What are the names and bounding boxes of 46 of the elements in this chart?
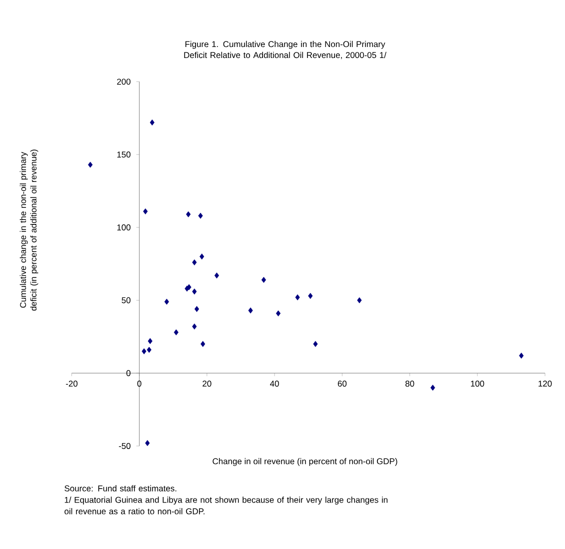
- point: [145, 440, 150, 446]
- point: [261, 276, 266, 283]
- source-note: Source: Fund staff estimates.: [64, 485, 176, 492]
- point: [194, 306, 200, 312]
- x-axis-title: Change in oil revenue (in percent of non-oil GDP): [212, 458, 398, 466]
- point: [164, 298, 170, 305]
- x-tick-label: 100: [470, 380, 484, 387]
- point: [146, 346, 152, 353]
- point: [519, 352, 524, 359]
- y-tick-label: 150: [117, 152, 130, 158]
- text: 1/ Equatorial Guinea and Libya are not shown because of their very large changes in oil revenue as a ratio to non-oil GDP.: [64, 496, 388, 514]
- point: [88, 162, 93, 168]
- point: [214, 272, 220, 278]
- x-tick-label: -20: [66, 380, 78, 387]
- point: [150, 119, 154, 126]
- point: [198, 212, 203, 219]
- point: [308, 292, 313, 299]
- point: [192, 259, 197, 266]
- point: [430, 384, 436, 391]
- chart-title: Figure 1. Cumulative Change in the Non-Oil Primary Deficit Relative to Additional Oil Revenue, 2000-05 1/: [184, 40, 386, 60]
- point: [143, 208, 148, 214]
- point: [248, 307, 253, 314]
- point: [295, 294, 300, 300]
- x-tick-label: 0: [137, 380, 142, 387]
- point: [192, 288, 197, 295]
- x-tick-label: 20: [202, 380, 212, 387]
- y-tick-label: 100: [117, 224, 130, 230]
- y-axis-title: Cumulative change in the non-oil primary deficit (in percent of additional oil revenue): [20, 150, 38, 311]
- point: [313, 340, 318, 347]
- x-tick-label: 120: [538, 380, 552, 387]
- y-tick-label: 50: [122, 297, 130, 304]
- point: [192, 323, 197, 330]
- point: [357, 297, 362, 304]
- point: [186, 211, 191, 218]
- y-tick-label: 200: [117, 78, 130, 85]
- point: [142, 348, 146, 354]
- y-tick-label: 0: [126, 370, 130, 376]
- x-tick-label: 60: [338, 380, 347, 387]
- point: [200, 340, 206, 347]
- point: [174, 329, 178, 336]
- y-tick-label: -50: [118, 442, 130, 449]
- point: [200, 254, 204, 260]
- x-tick-label: 40: [270, 380, 279, 387]
- point: [148, 338, 152, 344]
- point: [276, 310, 281, 316]
- x-tick-label: 80: [405, 380, 414, 387]
